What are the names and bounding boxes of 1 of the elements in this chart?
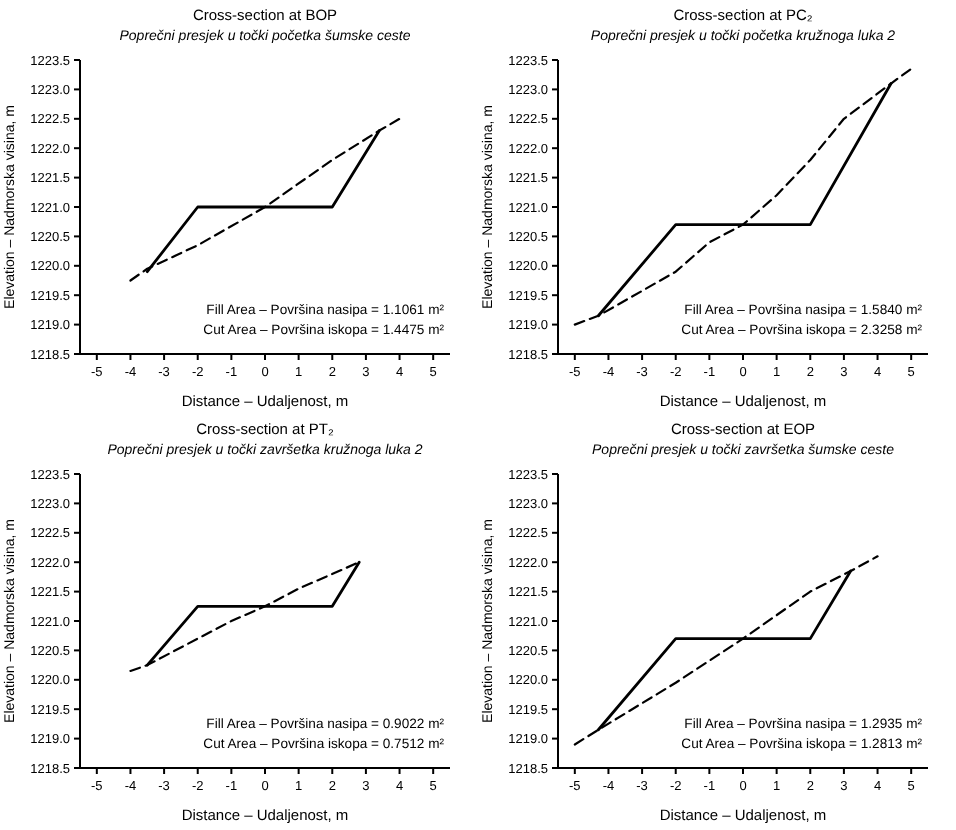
line-series (129, 117, 401, 282)
